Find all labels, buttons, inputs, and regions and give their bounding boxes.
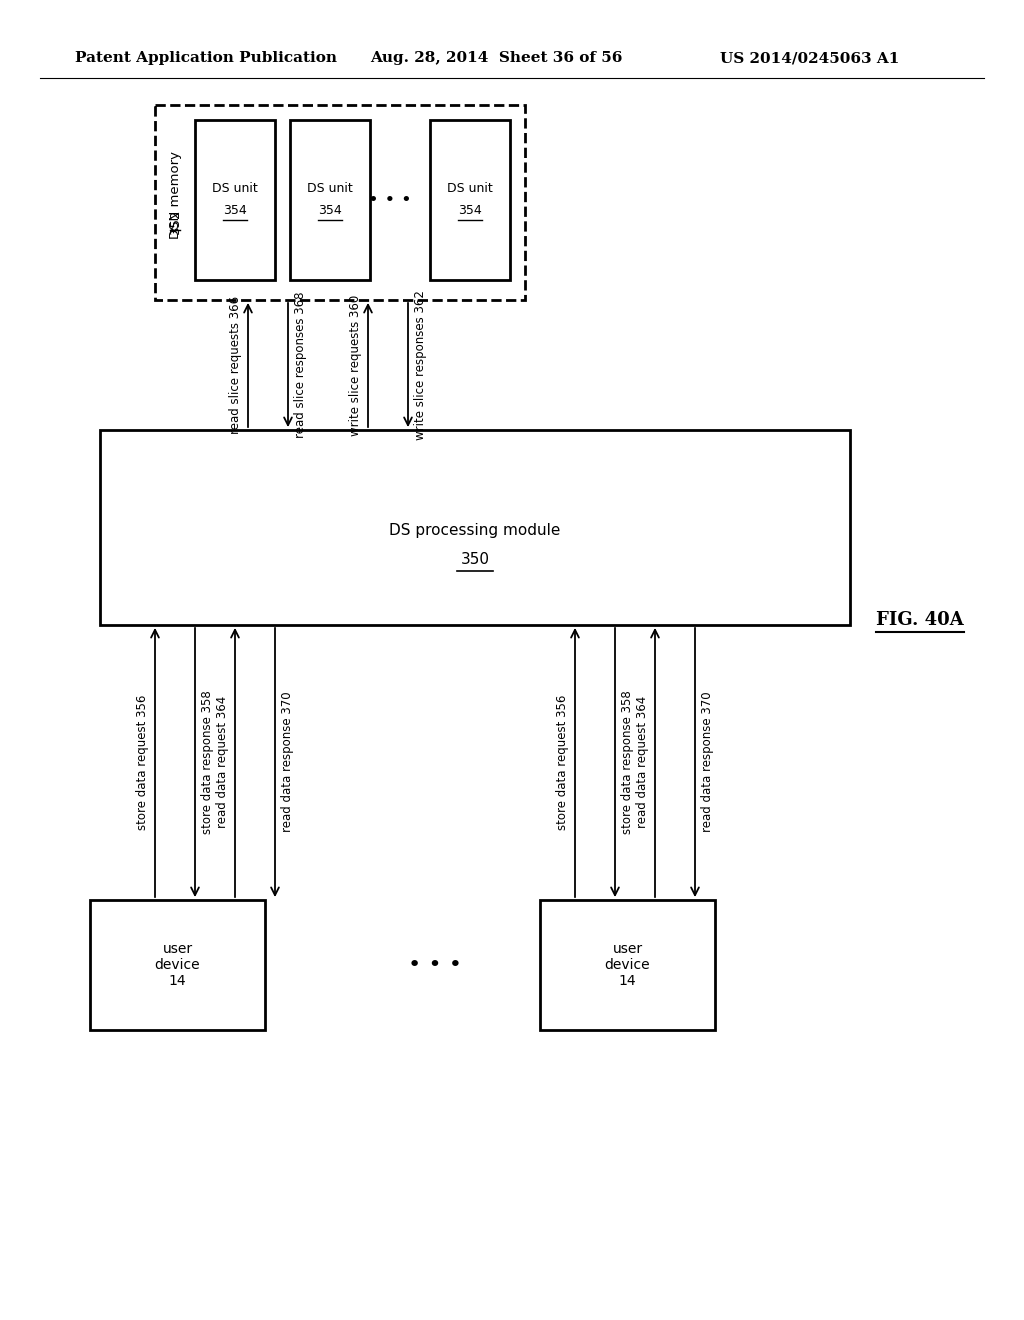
Bar xyxy=(195,120,275,280)
Text: 354: 354 xyxy=(318,203,342,216)
Text: Patent Application Publication: Patent Application Publication xyxy=(75,51,337,65)
Text: store data request 356: store data request 356 xyxy=(556,694,569,830)
Text: • • •: • • • xyxy=(408,954,462,975)
Text: DS unit: DS unit xyxy=(212,181,258,194)
Text: FIG. 40A: FIG. 40A xyxy=(877,611,964,630)
Bar xyxy=(540,900,715,1030)
Text: read slice responses 368: read slice responses 368 xyxy=(294,292,307,438)
Text: read data response 370: read data response 370 xyxy=(281,692,294,833)
Text: read data request 364: read data request 364 xyxy=(216,696,229,828)
Text: 352: 352 xyxy=(169,209,181,234)
Text: user: user xyxy=(163,942,193,956)
Text: 350: 350 xyxy=(461,553,489,568)
Text: • • •: • • • xyxy=(368,191,412,209)
Text: user: user xyxy=(612,942,643,956)
Text: store data response 358: store data response 358 xyxy=(201,690,214,834)
Text: device: device xyxy=(155,958,201,972)
Text: write slice requests 360: write slice requests 360 xyxy=(349,294,362,436)
Text: device: device xyxy=(605,958,650,972)
Text: read slice requests 366: read slice requests 366 xyxy=(229,296,242,434)
Bar xyxy=(430,120,510,280)
Text: store data response 358: store data response 358 xyxy=(621,690,634,834)
Text: DS processing module: DS processing module xyxy=(389,523,561,537)
Text: DSN memory: DSN memory xyxy=(169,150,181,239)
Text: write slice responses 362: write slice responses 362 xyxy=(414,290,427,440)
Text: 14: 14 xyxy=(618,974,636,987)
Text: US 2014/0245063 A1: US 2014/0245063 A1 xyxy=(720,51,899,65)
Text: 354: 354 xyxy=(223,203,247,216)
Text: read data response 370: read data response 370 xyxy=(701,692,714,833)
Text: DS unit: DS unit xyxy=(307,181,353,194)
Bar xyxy=(155,106,525,300)
Bar xyxy=(290,120,370,280)
Text: read data request 364: read data request 364 xyxy=(636,696,649,828)
Text: DS unit: DS unit xyxy=(447,181,493,194)
Text: Aug. 28, 2014  Sheet 36 of 56: Aug. 28, 2014 Sheet 36 of 56 xyxy=(370,51,623,65)
Bar xyxy=(100,430,850,624)
Text: 354: 354 xyxy=(458,203,482,216)
Text: store data request 356: store data request 356 xyxy=(136,694,150,830)
Bar xyxy=(90,900,265,1030)
Text: 14: 14 xyxy=(169,974,186,987)
